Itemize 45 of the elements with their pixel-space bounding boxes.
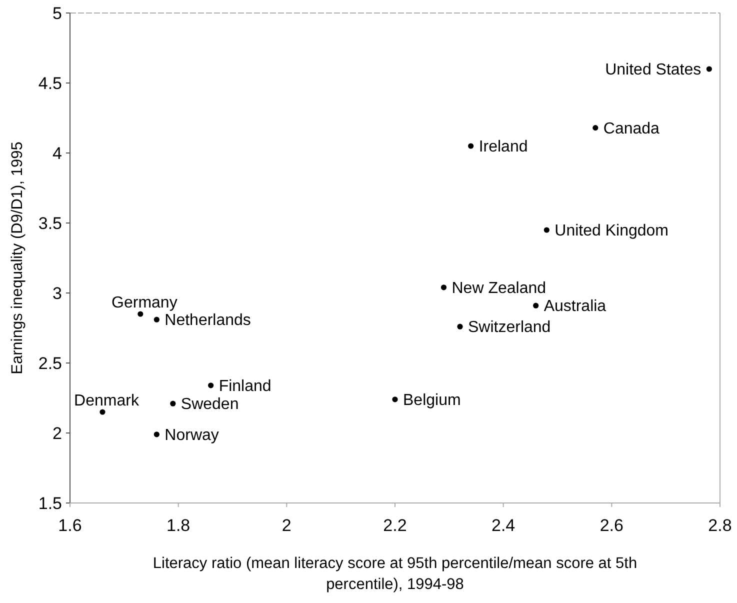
x-tick-label: 2.8 (708, 516, 732, 535)
point (170, 400, 176, 406)
point (392, 396, 398, 402)
annotation: Denmark (74, 392, 140, 410)
annotation: Switzerland (468, 319, 551, 336)
point (533, 302, 539, 308)
annotation: United States (605, 62, 702, 79)
annotation: Canada (603, 120, 660, 138)
y-tick-label: 1.5 (38, 494, 62, 513)
annotation: Sweden (180, 396, 239, 414)
y-tick-label: 4 (52, 144, 62, 163)
annotation: New Zealand (452, 280, 546, 297)
point (706, 66, 712, 72)
annotation: United Kingdom (554, 222, 669, 240)
point (544, 227, 550, 233)
point (440, 284, 447, 290)
point (154, 316, 160, 322)
x-tick-label: 1.6 (58, 516, 82, 535)
y-axis-title: Earnings inequality (D9/D1), 1995 (9, 142, 26, 374)
annotation: Belgium (403, 392, 461, 409)
annotation: Ireland (478, 138, 528, 156)
point (208, 382, 214, 388)
y-tick-label: 4.5 (38, 74, 62, 93)
y-tick-label: 2.5 (38, 354, 62, 373)
x-tick-label: 2.4 (492, 516, 516, 535)
x-tick-label: 2.6 (600, 516, 624, 535)
x-tick-label: 2.2 (383, 516, 407, 535)
x-tick-label: 1.8 (166, 516, 190, 535)
y-tick-label: 3 (52, 284, 62, 303)
y-tick-label: 3.5 (38, 214, 62, 233)
x-tick-label: 2 (282, 516, 292, 535)
point (154, 432, 160, 438)
annotation: Finland (218, 378, 272, 395)
annotation: Australia (544, 298, 606, 316)
point (592, 125, 598, 131)
point (468, 143, 474, 149)
annotation: Netherlands (164, 312, 251, 330)
annotation: Germany (112, 294, 178, 312)
y-tick-label: 2 (52, 424, 62, 443)
y-tick-label: 5 (52, 4, 62, 23)
point (457, 324, 463, 330)
point (100, 409, 106, 415)
x-axis-title: Literacy ratio (mean literacy score at 95th percentile/mean score at 5th percentile), 1994-98 (152, 555, 638, 593)
point (138, 311, 144, 317)
annotation: Norway (164, 427, 219, 444)
